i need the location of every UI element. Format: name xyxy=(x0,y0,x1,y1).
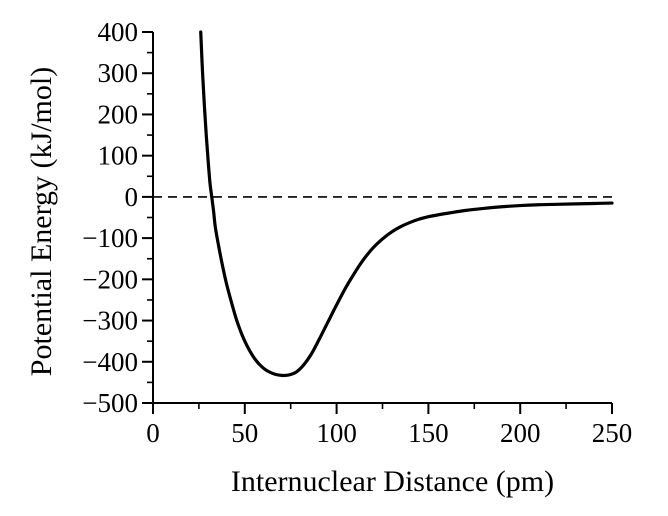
tick-labels: 0 50 100 150 200 250 400 300 200 100 0 −100 −200 −300… xyxy=(82,17,632,448)
x-tick-label-50: 50 xyxy=(231,418,258,448)
x-tick-label-250: 250 xyxy=(592,418,633,448)
y-tick-label--500: −500 xyxy=(82,388,138,418)
y-tick-label-200: 200 xyxy=(98,99,139,129)
y-tick-label-100: 100 xyxy=(98,141,139,171)
y-tick-label-300: 300 xyxy=(98,58,139,88)
y-tick-label--300: −300 xyxy=(82,306,138,336)
tick-marks xyxy=(142,31,613,414)
x-tick-label-0: 0 xyxy=(146,418,160,448)
y-axis-label: Potential Energy (kJ/mol) xyxy=(25,67,58,376)
y-tick-label--200: −200 xyxy=(82,264,138,294)
x-tick-label-100: 100 xyxy=(316,418,357,448)
axes xyxy=(152,32,612,404)
x-tick-label-200: 200 xyxy=(500,418,541,448)
x-tick-label-150: 150 xyxy=(408,418,449,448)
y-tick-label-400: 400 xyxy=(98,17,139,47)
x-axis-label: Internuclear Distance (pm) xyxy=(231,465,554,498)
y-tick-label-0: 0 xyxy=(125,182,139,212)
potential-energy-curve xyxy=(199,30,614,378)
y-tick-label--400: −400 xyxy=(82,347,138,377)
y-tick-label--100: −100 xyxy=(82,223,138,253)
